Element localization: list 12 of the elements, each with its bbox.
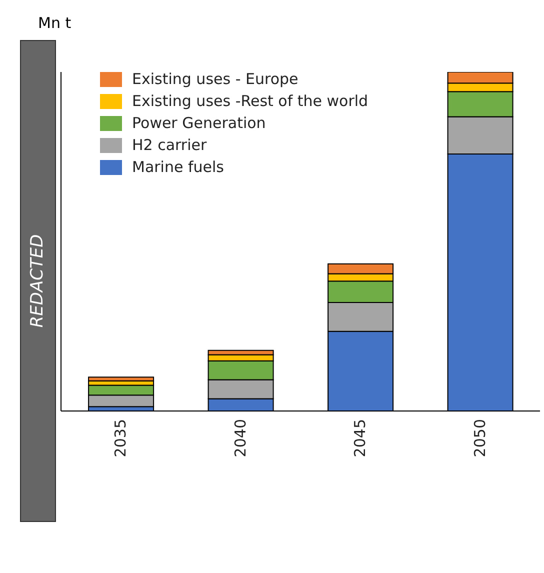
legend-label: Existing uses - Europe xyxy=(132,70,298,88)
bar xyxy=(88,376,154,382)
legend-label: Power Generation xyxy=(132,114,266,132)
redaction-block: REDACTED xyxy=(20,40,56,522)
x-tick-label: 2050 xyxy=(470,419,489,458)
x-tick-label: 2035 xyxy=(112,419,130,458)
legend-label: Marine fuels xyxy=(132,158,224,176)
x-tick-label: 2045 xyxy=(351,419,370,458)
y-axis-title: Mn t xyxy=(38,14,72,32)
legend-label: Existing uses -Rest of the world xyxy=(132,92,368,110)
x-tick-label: 2040 xyxy=(231,419,250,458)
legend-label: H2 carrier xyxy=(132,136,207,154)
